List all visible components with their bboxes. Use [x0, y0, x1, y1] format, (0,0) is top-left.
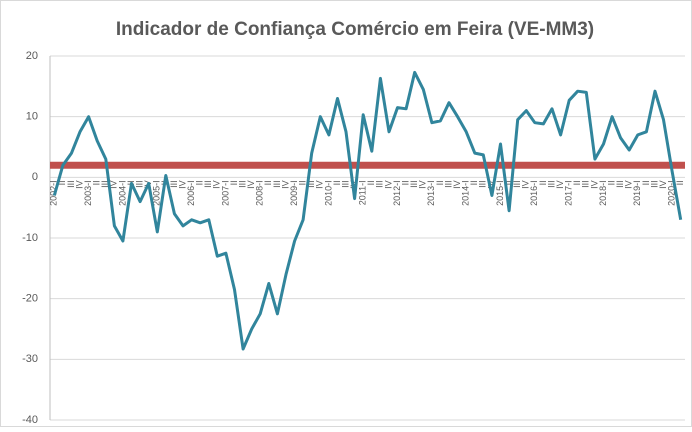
x-tick-label: IV: [555, 180, 565, 189]
x-tick-label: III: [340, 180, 350, 188]
y-tick-label: -40: [22, 414, 38, 426]
y-tick-label: 0: [32, 171, 38, 183]
x-tick-label: 2007-I: [220, 180, 230, 206]
x-tick-label: 2018-I: [598, 180, 608, 206]
x-tick-label: III: [237, 180, 247, 188]
x-tick-label: II: [229, 180, 239, 185]
y-tick-label: 10: [26, 111, 38, 123]
data-line: [52, 70, 683, 351]
x-tick-label: III: [272, 180, 282, 188]
x-tick-label: IV: [246, 180, 256, 189]
x-tick-label: IV: [383, 180, 393, 189]
x-tick-label: II: [435, 180, 445, 185]
x-tick-label: II: [606, 180, 616, 185]
x-tick-label: III: [443, 180, 453, 188]
x-tick-label: III: [134, 180, 144, 188]
x-tick-label: III: [409, 180, 419, 188]
x-tick-label: 2013-I: [426, 180, 436, 206]
x-tick-label: IV: [418, 180, 428, 189]
x-tick-label: 2011-I: [358, 180, 368, 205]
x-tick-label: 2006-I: [186, 180, 196, 206]
x-tick-label: 2003-I: [83, 180, 93, 206]
x-tick-label: IV: [74, 180, 84, 189]
x-tick-label: IV: [452, 180, 462, 189]
x-tick-label: III: [546, 180, 556, 188]
x-tick-label: II: [57, 180, 67, 185]
x-tick-label: II: [641, 180, 651, 185]
x-tick-label: 2016-I: [529, 180, 539, 206]
x-tick-label: II: [366, 180, 376, 185]
x-tick-label: IV: [315, 180, 325, 189]
x-tick-label: II: [503, 180, 513, 185]
chart-title: Indicador de Confiança Comércio em Feira…: [116, 19, 594, 40]
x-tick-label: II: [675, 180, 685, 185]
x-tick-label: 2020-I: [667, 180, 677, 206]
x-tick-label: III: [169, 180, 179, 188]
x-tick-label: II: [195, 180, 205, 185]
x-tick-label: IV: [521, 180, 531, 189]
y-tick-label: -20: [22, 293, 38, 305]
x-tick-label: III: [66, 180, 76, 188]
x-tick-label: IV: [486, 180, 496, 189]
x-tick-label: II: [572, 180, 582, 185]
x-tick-label: II: [332, 180, 342, 185]
x-tick-label: III: [478, 180, 488, 188]
x-tick-label: II: [538, 180, 548, 185]
x-tick-label: IV: [280, 180, 290, 189]
x-tick-label: III: [100, 180, 110, 188]
x-tick-label: II: [298, 180, 308, 185]
x-tick-label: 2017-I: [564, 180, 574, 206]
x-tick-label: II: [400, 180, 410, 185]
x-tick-label: III: [203, 180, 213, 188]
x-tick-label: 2010-I: [323, 180, 333, 206]
x-tick-label: III: [512, 180, 522, 188]
x-tick-label: 2014-I: [461, 180, 471, 206]
x-tick-label: IV: [658, 180, 668, 189]
x-tick-label: 2008-I: [255, 180, 265, 206]
x-tick-label: IV: [212, 180, 222, 189]
x-tick-label: II: [263, 180, 273, 185]
x-tick-label: 2005-I: [152, 180, 162, 206]
x-tick-label: IV: [624, 180, 634, 189]
x-tick-label: II: [92, 180, 102, 185]
y-tick-label: -30: [22, 353, 38, 365]
y-tick-label: 20: [26, 50, 38, 62]
x-tick-label: 2019-I: [632, 180, 642, 206]
x-tick-label: IV: [589, 180, 599, 189]
x-tick-label: 2004-I: [117, 180, 127, 206]
x-tick-label: III: [581, 180, 591, 188]
x-tick-label: 2009-I: [289, 180, 299, 206]
x-tick-label: 2012-I: [392, 180, 402, 206]
x-tick-label: III: [375, 180, 385, 188]
x-tick-label: IV: [177, 180, 187, 189]
x-tick-label: III: [649, 180, 659, 188]
x-tick-label: IV: [109, 180, 119, 189]
x-tick-label: III: [306, 180, 316, 188]
x-tick-label: II: [469, 180, 479, 185]
y-tick-label: -10: [22, 232, 38, 244]
x-tick-label: III: [615, 180, 625, 188]
x-tick-label: 2015-I: [495, 180, 505, 206]
